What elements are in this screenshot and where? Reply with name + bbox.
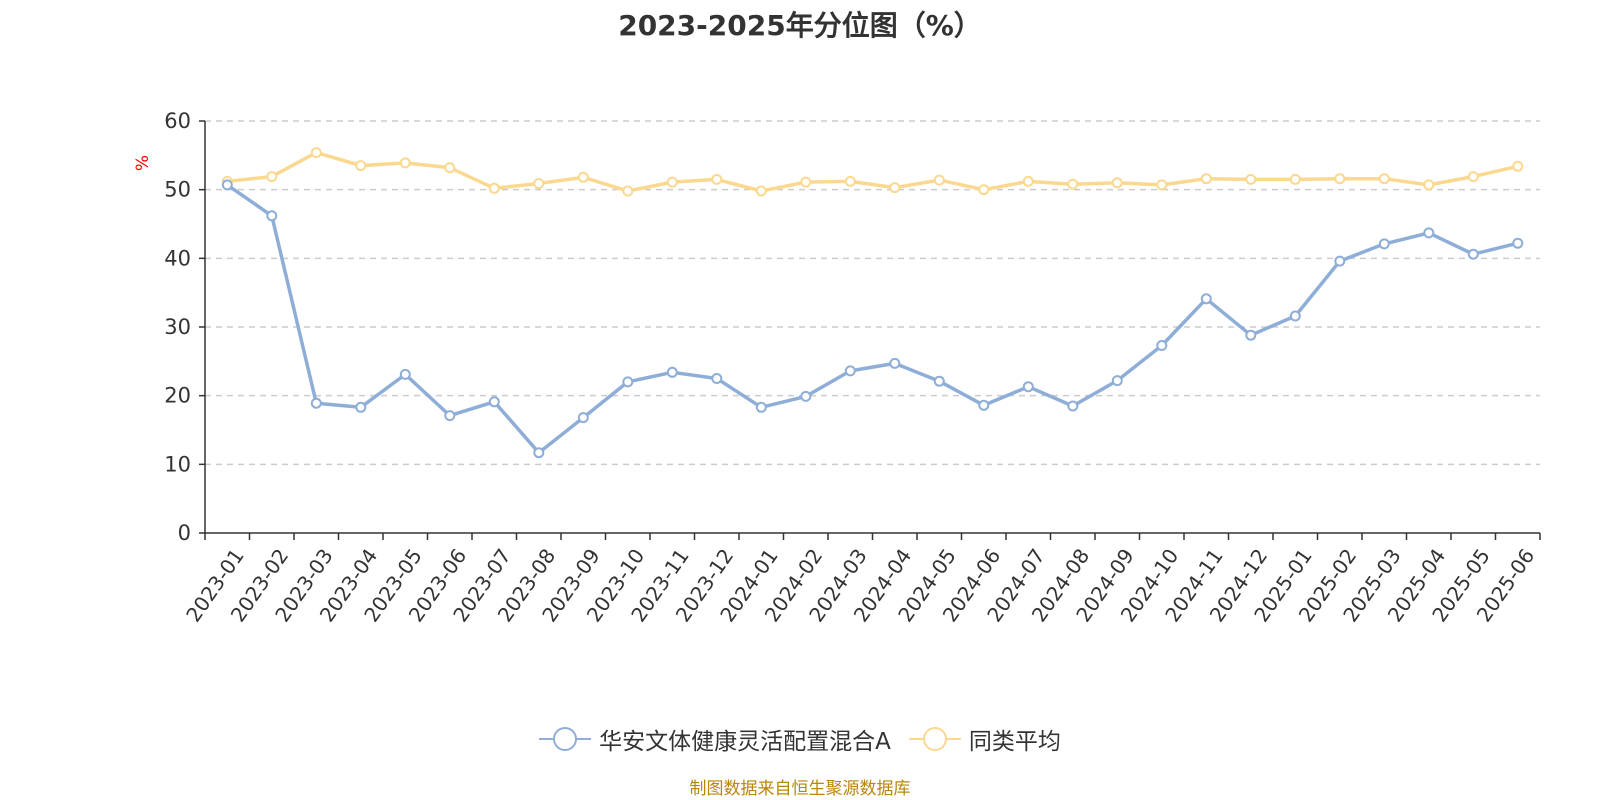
data-point-0[interactable]: [755, 401, 767, 413]
legend-swatch-average: [908, 727, 961, 751]
data-point-1[interactable]: [889, 182, 901, 194]
data-point-0[interactable]: [1378, 238, 1390, 250]
data-point-0[interactable]: [1289, 310, 1301, 322]
data-point-1[interactable]: [711, 173, 723, 185]
data-point-1[interactable]: [978, 184, 990, 196]
data-point-0[interactable]: [577, 412, 589, 424]
data-point-0[interactable]: [800, 390, 812, 402]
data-point-0[interactable]: [221, 179, 233, 191]
grid-lines: [205, 120, 1540, 466]
data-point-0[interactable]: [1200, 293, 1212, 305]
data-point-0[interactable]: [1156, 340, 1168, 351]
data-point-0[interactable]: [933, 375, 945, 387]
data-point-0[interactable]: [844, 365, 856, 377]
data-point-1[interactable]: [577, 171, 589, 183]
data-point-0[interactable]: [1467, 248, 1479, 260]
data-point-1[interactable]: [266, 171, 278, 183]
data-point-0[interactable]: [1067, 400, 1079, 412]
data-point-1[interactable]: [1245, 173, 1257, 185]
data-point-1[interactable]: [755, 185, 767, 197]
y-tick-label: 20: [164, 384, 191, 408]
y-tick-label: 0: [178, 521, 191, 545]
data-point-0[interactable]: [978, 399, 990, 411]
y-tick-label: 30: [164, 315, 191, 339]
data-point-1[interactable]: [622, 185, 634, 197]
chart-title: 2023-2025年分位图（%）: [618, 9, 982, 42]
data-point-1[interactable]: [844, 175, 856, 187]
data-point-0[interactable]: [355, 401, 367, 413]
data-point-1[interactable]: [533, 178, 545, 189]
data-point-0[interactable]: [533, 447, 545, 459]
legend-label-average: 同类平均: [968, 729, 1061, 755]
legend-swatch-fund: [539, 727, 592, 751]
data-point-1[interactable]: [800, 176, 812, 188]
data-point-1[interactable]: [355, 160, 367, 172]
data-point-1[interactable]: [1111, 177, 1123, 189]
data-point-0[interactable]: [1022, 381, 1034, 393]
data-point-1[interactable]: [666, 176, 678, 188]
legend-item-average[interactable]: 同类平均: [908, 722, 1061, 756]
data-point-0[interactable]: [399, 368, 411, 380]
data-point-1[interactable]: [310, 147, 322, 159]
y-axis-unit: %: [133, 155, 153, 171]
legend-item-fund[interactable]: 华安文体健康灵活配置混合A: [539, 722, 891, 756]
data-point-1[interactable]: [1289, 173, 1301, 185]
y-tick-label: 10: [164, 452, 191, 476]
data-point-1[interactable]: [444, 162, 456, 174]
data-point-1[interactable]: [1512, 160, 1524, 172]
data-point-1[interactable]: [1423, 179, 1435, 191]
data-point-0[interactable]: [1245, 329, 1257, 341]
data-point-0[interactable]: [310, 397, 322, 409]
source-note: 制图数据来自恒生聚源数据库: [689, 779, 911, 799]
series-layer: [221, 147, 1524, 459]
data-point-0[interactable]: [1111, 375, 1123, 387]
data-point-0[interactable]: [1423, 227, 1435, 239]
data-point-0[interactable]: [622, 376, 634, 388]
data-point-0[interactable]: [266, 210, 278, 222]
data-point-1[interactable]: [1022, 175, 1034, 187]
data-point-1[interactable]: [1378, 173, 1390, 185]
data-point-1[interactable]: [1156, 179, 1168, 191]
legend: 华安文体健康灵活配置混合A 同类平均: [0, 722, 1600, 756]
data-point-1[interactable]: [933, 174, 945, 186]
data-point-0[interactable]: [444, 410, 456, 422]
data-point-1[interactable]: [1334, 173, 1346, 185]
data-point-0[interactable]: [488, 396, 500, 408]
legend-label-fund: 华安文体健康灵活配置混合A: [599, 729, 891, 755]
y-tick-label: 60: [164, 109, 191, 133]
series-line-0: [226, 183, 1519, 455]
data-point-0[interactable]: [1334, 255, 1346, 267]
data-point-1[interactable]: [1200, 173, 1212, 185]
data-point-1[interactable]: [1467, 171, 1479, 183]
y-tick-label: 50: [164, 178, 191, 202]
data-point-0[interactable]: [1512, 237, 1524, 249]
data-point-1[interactable]: [1067, 178, 1079, 190]
y-tick-label: 40: [164, 246, 191, 270]
data-point-0[interactable]: [666, 366, 678, 378]
data-point-0[interactable]: [711, 373, 723, 384]
data-point-0[interactable]: [889, 357, 901, 369]
data-point-1[interactable]: [399, 157, 411, 169]
series-line-1: [227, 150, 1519, 193]
data-point-1[interactable]: [488, 182, 500, 194]
